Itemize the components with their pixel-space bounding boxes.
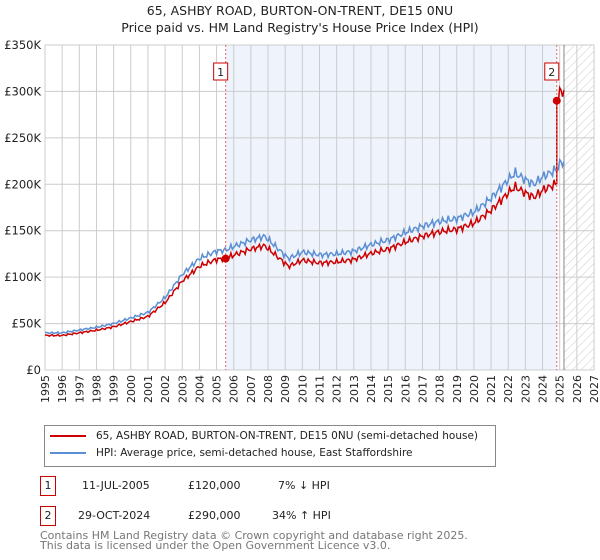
- sale-1-date: 11-JUL-2005: [82, 479, 150, 492]
- x-tick-label: 2016: [399, 375, 412, 403]
- x-tick-label: 2003: [176, 375, 189, 403]
- x-tick-label: 1998: [90, 375, 103, 403]
- y-tick-label: £0: [26, 363, 41, 377]
- forecast-hatch: [563, 45, 594, 370]
- price-line: [44, 85, 565, 337]
- x-tick-label: 2015: [382, 375, 395, 403]
- x-tick-label: 1999: [108, 375, 121, 403]
- x-tick-label: 2010: [296, 375, 309, 403]
- sale-label: 2: [548, 66, 555, 79]
- legend-hpi: HPI: Average price, semi-detached house,…: [96, 447, 413, 459]
- x-tick-label: 2018: [434, 375, 447, 403]
- legend-property: 65, ASHBY ROAD, BURTON-ON-TRENT, DE15 0N…: [96, 430, 479, 442]
- price-chart: 1995 1996 1997 1998 1999 2000 2001 2002 2003 2004…: [4, 38, 600, 403]
- sale-2-badge: 2: [40, 506, 56, 526]
- x-tick-label: 2025: [554, 375, 567, 403]
- x-tick-label: 2020: [468, 375, 481, 403]
- sale-point: [221, 254, 230, 263]
- hpi-line: [44, 157, 565, 335]
- y-tick-label: £50K: [12, 317, 42, 331]
- legend-red-line: [50, 435, 86, 437]
- x-tick-label: 2006: [228, 375, 241, 403]
- x-tick-label: 2024: [537, 375, 550, 403]
- x-tick-label: 2001: [142, 375, 155, 403]
- x-tick-label: 2012: [331, 375, 344, 403]
- x-tick-label: 2021: [485, 375, 498, 403]
- sale-2-date: 29-OCT-2024: [78, 509, 151, 522]
- x-tick-label: 2011: [314, 375, 327, 403]
- sale-label-box: [213, 62, 229, 81]
- sale-1-hpi: 7% ↓ HPI: [278, 479, 330, 492]
- sale-1-price: £120,000: [188, 479, 241, 492]
- sale-2-price: £290,000: [188, 509, 241, 522]
- x-tick-label: 2002: [159, 375, 172, 403]
- y-tick-label: £300K: [4, 84, 41, 98]
- x-tick-label: 2023: [519, 375, 532, 403]
- y-tick-label: £350K: [4, 38, 41, 52]
- y-tick-label: £150K: [4, 224, 41, 238]
- y-tick-label: £250K: [4, 131, 41, 145]
- x-tick-label: 2026: [571, 375, 584, 403]
- legend: 65, ASHBY ROAD, BURTON-ON-TRENT, DE15 0N…: [44, 425, 496, 467]
- x-tick-label: 1997: [73, 375, 86, 403]
- chart-subtitle: Price paid vs. HM Land Registry's House …: [121, 20, 479, 35]
- plot-border: [44, 44, 595, 371]
- x-tick-label: 2013: [348, 375, 361, 403]
- x-tick-label: 1995: [39, 375, 52, 403]
- x-tick-label: 2004: [193, 375, 206, 403]
- x-tick-label: 2009: [279, 375, 292, 403]
- x-tick-label: 1996: [56, 375, 69, 403]
- y-tick-label: £200K: [4, 177, 41, 191]
- x-tick-label: 2000: [125, 375, 138, 403]
- y-tick-label: £100K: [4, 270, 41, 284]
- x-tick-label: 2017: [416, 375, 429, 403]
- x-tick-label: 2019: [451, 375, 464, 403]
- x-tick-label: 2008: [262, 375, 275, 403]
- footer-line-1: Contains HM Land Registry data © Crown c…: [40, 529, 468, 542]
- chart-title: 65, ASHBY ROAD, BURTON-ON-TRENT, DE15 0N…: [146, 3, 454, 18]
- x-tick-label: 2007: [245, 375, 258, 403]
- x-tick-label: 2022: [502, 375, 515, 403]
- sale-point: [552, 96, 561, 105]
- sale-label: 1: [217, 66, 224, 79]
- legend-blue-line: [50, 452, 86, 454]
- footer: Contains HM Land Registry data © Crown c…: [40, 529, 468, 552]
- sale-period-shade: [225, 45, 557, 370]
- x-tick-label: 2027: [588, 375, 600, 403]
- x-tick-label: 2005: [211, 375, 224, 403]
- sale-2-hpi: 34% ↑ HPI: [272, 509, 331, 522]
- sale-1-badge: 1: [40, 476, 56, 496]
- x-tick-label: 2014: [365, 375, 378, 403]
- sale-label-box: [544, 62, 560, 81]
- footer-line-2: This data is licensed under the Open Gov…: [40, 539, 391, 552]
